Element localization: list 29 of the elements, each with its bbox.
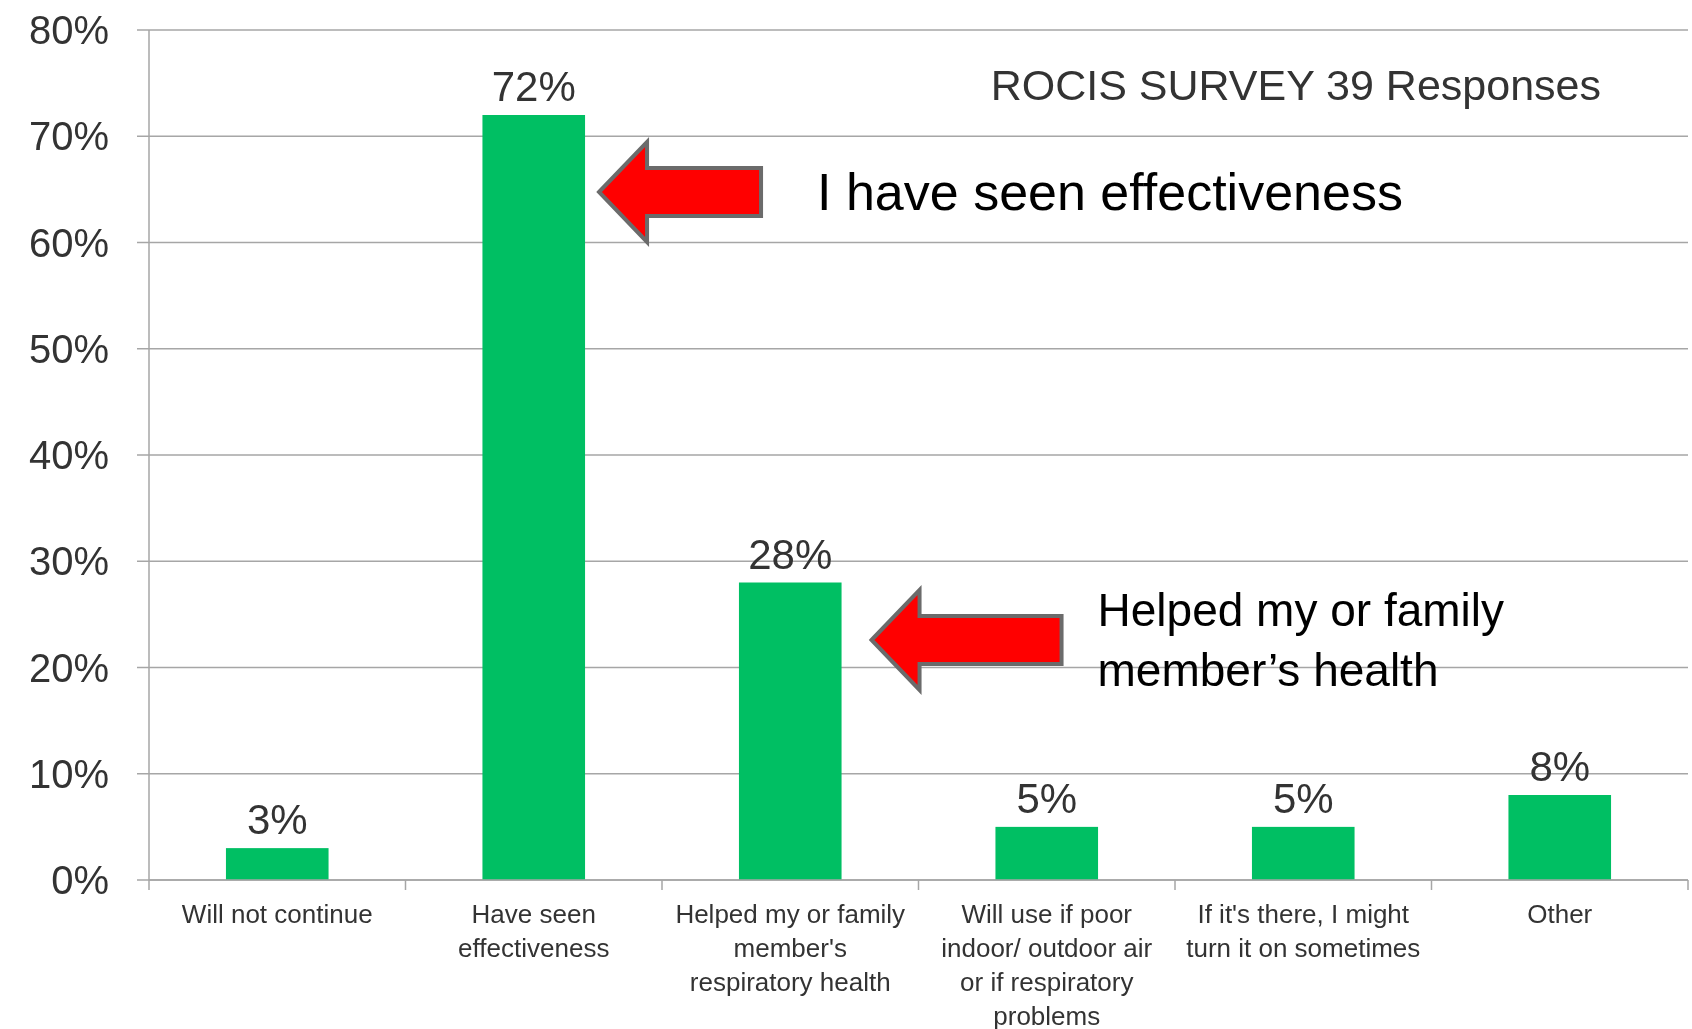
x-tick-label: Will not continue [181,899,373,929]
y-tick-label: 70% [28,114,109,159]
y-tick-label: 80% [28,8,109,52]
bar [738,582,842,880]
y-tick-label: 10% [28,751,109,796]
y-tick-label: 40% [28,433,109,477]
data-label: 28% [748,530,833,578]
data-label: 5% [1272,774,1334,822]
data-label: 3% [246,796,308,844]
x-tick-label: Helped my or family member's respiratory health [675,899,906,997]
annotation: I have seen effectiveness [817,163,1403,222]
y-tick-label: 60% [28,220,109,265]
bar [1508,795,1612,880]
text: ROCIS SURVEY 39 Responses [990,61,1601,109]
data-label: 5% [1016,774,1078,822]
x-tick-label: Have seen effectiveness [458,899,610,963]
y-tick-label: 20% [28,645,109,690]
bar [482,115,586,880]
x-tick-label: If it's there, I might turn it on sometimes [1186,899,1421,963]
bar [995,826,1099,880]
y-tick-label: 50% [28,326,109,371]
bar [225,848,329,880]
x-tick-label: Other [1527,899,1593,929]
y-tick-label: 30% [28,539,109,584]
data-label: 8% [1529,743,1591,790]
y-tick-label: 0% [51,858,109,902]
bar [1251,826,1355,880]
data-label: 72% [491,63,576,110]
annotation: Helped my or family member’s health [1097,584,1504,696]
